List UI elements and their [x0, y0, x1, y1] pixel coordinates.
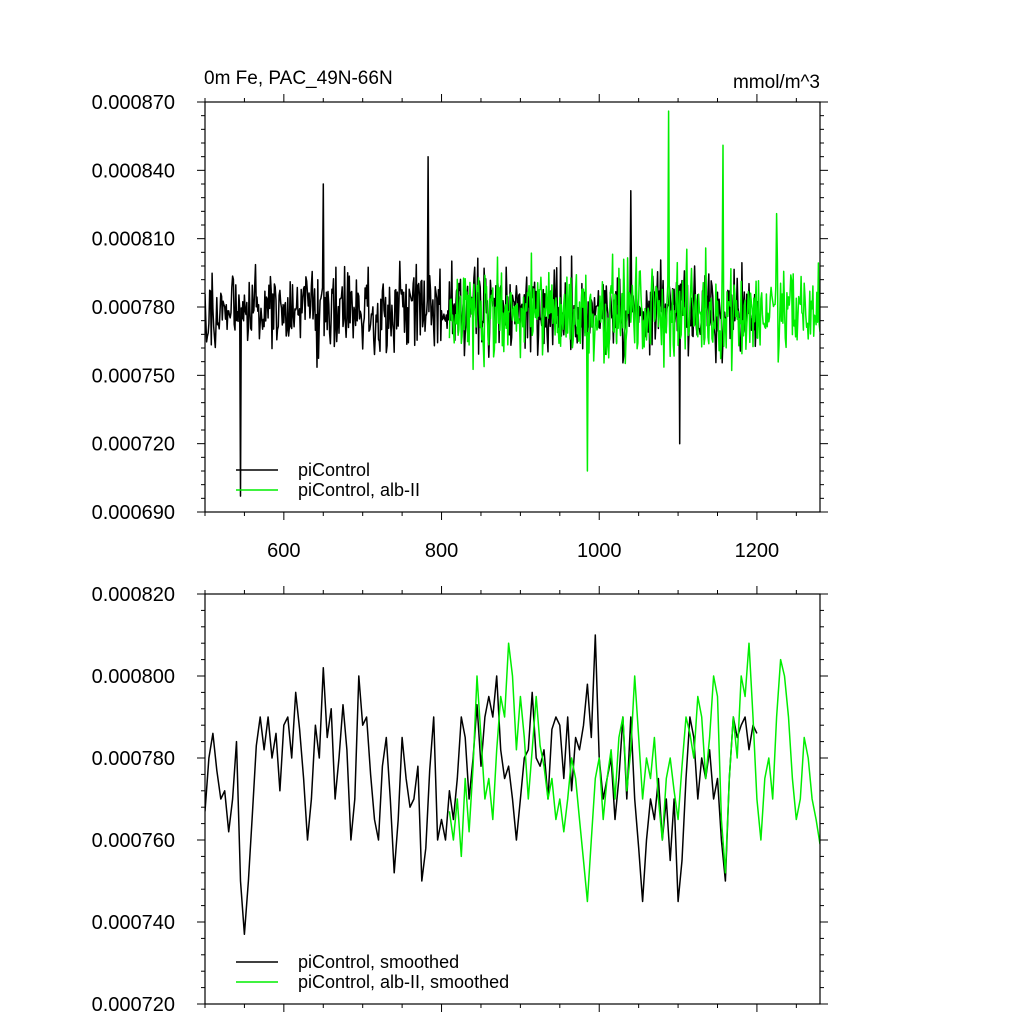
y-tick-label: 0.000740	[92, 912, 175, 934]
legend-label: piControl, alb-II, smoothed	[298, 972, 509, 992]
y-tick-label: 0.000840	[92, 160, 175, 182]
x-tick-label: 800	[425, 540, 458, 562]
legend-label: piControl	[298, 460, 370, 480]
y-tick-label: 0.000760	[92, 830, 175, 852]
y-tick-label: 0.000750	[92, 365, 175, 387]
x-tick-label: 1200	[735, 540, 780, 562]
series-line-picontrol	[205, 634, 758, 936]
y-tick-label: 0.000820	[92, 584, 175, 606]
series-line-alb-ii	[448, 110, 820, 472]
y-tick-label: 0.000720	[92, 994, 175, 1016]
top-panel: 0m Fe, PAC_49N-66N mmol/m^3 0.0006900.00…	[92, 68, 828, 562]
top-plot-frame	[204, 101, 821, 513]
legend-label: piControl, smoothed	[298, 952, 459, 972]
x-tick-label: 600	[267, 540, 300, 562]
bottom-series-group	[205, 634, 820, 936]
y-tick-label: 0.000780	[92, 748, 175, 770]
y-tick-label: 0.000870	[92, 92, 175, 114]
panel-title: 0m Fe, PAC_49N-66N	[204, 68, 393, 89]
y-tick-label: 0.000810	[92, 229, 175, 251]
top-series-group	[205, 110, 820, 497]
x-tick-label: 1000	[577, 540, 622, 562]
bottom-tick-group: 0.000720 0.000740 0.000760 0.000780 0.000800…	[92, 584, 828, 1016]
y-tick-label: 0.000780	[92, 297, 175, 319]
panel-units: mmol/m^3	[733, 72, 820, 93]
y-tick-label: 0.000800	[92, 666, 175, 688]
legend-label: piControl, alb-II	[298, 480, 420, 500]
bottom-panel: 0.000720 0.000740 0.000760 0.000780 0.000800…	[92, 584, 828, 1016]
bottom-plot-frame	[204, 593, 821, 1005]
top-tick-group: 0.000690 0.000720 0.000750 0.000780 0.000810…	[92, 92, 828, 562]
y-tick-label: 0.000690	[92, 502, 175, 524]
series-line-alb-ii	[448, 642, 820, 903]
y-tick-label: 0.000720	[92, 434, 175, 456]
